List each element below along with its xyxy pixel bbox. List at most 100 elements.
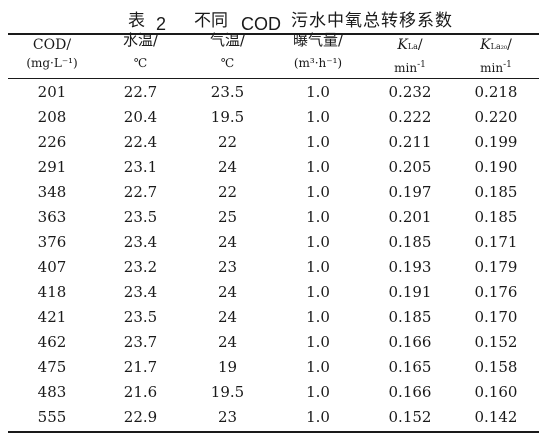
cell-kla20: 0.190: [474, 158, 518, 176]
cell-aeration: 1.0: [306, 233, 330, 251]
cell-aeration: 1.0: [306, 408, 330, 426]
cell-kla: 0.201: [388, 208, 432, 226]
cell-cod: 291: [37, 158, 67, 176]
cell-cod: 555: [37, 408, 67, 426]
cell-aeration: 1.0: [306, 108, 330, 126]
cell-water-temp: 23.2: [123, 258, 158, 276]
table-row: 291 23.1 24 1.0 0.205 0.190: [0, 158, 547, 183]
header-rule: [8, 78, 539, 79]
table-row: 483 21.6 19.5 1.0 0.166 0.160: [0, 383, 547, 408]
table-caption: 表 2 不同 COD 污水中氧总转移系数: [0, 2, 547, 34]
cell-kla20: 0.185: [474, 208, 518, 226]
cell-kla: 0.166: [388, 383, 432, 401]
cell-air-temp: 23: [217, 258, 238, 276]
header-kla20-unit-main: min: [480, 61, 504, 75]
cell-kla: 0.193: [388, 258, 432, 276]
top-rule: [8, 33, 539, 35]
cell-aeration: 1.0: [306, 308, 330, 326]
cell-kla20: 0.152: [474, 333, 518, 351]
cell-kla20: 0.158: [474, 358, 518, 376]
cell-water-temp: 22.7: [123, 183, 158, 201]
cell-air-temp: 24: [217, 283, 238, 301]
header-kla20-line1: KLa₂₀/: [456, 36, 536, 56]
cell-water-temp: 22.9: [123, 408, 158, 426]
cell-cod: 418: [37, 283, 67, 301]
cell-kla: 0.185: [388, 233, 432, 251]
table-row: 555 22.9 23 1.0 0.152 0.142: [0, 408, 547, 433]
cell-aeration: 1.0: [306, 183, 330, 201]
cell-kla: 0.191: [388, 283, 432, 301]
cell-air-temp: 19.5: [210, 383, 245, 401]
cell-cod: 376: [37, 233, 67, 251]
caption-cod: COD: [241, 14, 281, 34]
header-kla: KLa/ min-1: [370, 36, 450, 77]
cell-air-temp: 22: [217, 133, 238, 151]
table-row: 226 22.4 22 1.0 0.211 0.199: [0, 133, 547, 158]
header-kla20-unit: min-1: [456, 56, 536, 77]
cell-water-temp: 21.7: [123, 358, 158, 376]
cell-aeration: 1.0: [306, 158, 330, 176]
header-air-temp: 气温/ ℃: [190, 31, 265, 72]
bottom-rule: [8, 431, 539, 433]
header-kla-unit-exp: -1: [417, 60, 426, 70]
cell-kla20: 0.160: [474, 383, 518, 401]
cell-kla: 0.222: [388, 108, 432, 126]
header-air-temp-unit: ℃: [220, 56, 235, 70]
table-row: 462 23.7 24 1.0 0.166 0.152: [0, 333, 547, 358]
cell-cod: 462: [37, 333, 67, 351]
cell-water-temp: 23.4: [123, 233, 158, 251]
cell-cod: 421: [37, 308, 67, 326]
cell-water-temp: 22.7: [123, 83, 158, 101]
table-row: 418 23.4 24 1.0 0.191 0.176: [0, 283, 547, 308]
table-row: 421 23.5 24 1.0 0.185 0.170: [0, 308, 547, 333]
cell-aeration: 1.0: [306, 83, 330, 101]
cell-cod: 407: [37, 258, 67, 276]
cell-cod: 475: [37, 358, 67, 376]
cell-cod: 208: [37, 108, 67, 126]
cell-aeration: 1.0: [306, 283, 330, 301]
cell-kla: 0.165: [388, 358, 432, 376]
cell-kla: 0.152: [388, 408, 432, 426]
cell-air-temp: 24: [217, 333, 238, 351]
header-aeration-line1: 曝气量/: [292, 31, 344, 49]
cell-kla20: 0.220: [474, 108, 518, 126]
header-kla-symbol: K: [397, 37, 408, 53]
header-water-temp-unit: ℃: [133, 56, 148, 70]
cell-kla20: 0.170: [474, 308, 518, 326]
cell-kla: 0.232: [388, 83, 432, 101]
table-row: 407 23.2 23 1.0 0.193 0.179: [0, 258, 547, 283]
cell-water-temp: 20.4: [123, 108, 158, 126]
cell-aeration: 1.0: [306, 258, 330, 276]
cell-kla: 0.166: [388, 333, 432, 351]
cell-cod: 348: [37, 183, 67, 201]
header-cod-line1: COD/: [32, 37, 72, 53]
cell-aeration: 1.0: [306, 383, 330, 401]
header-air-temp-line1: 气温/: [209, 31, 246, 49]
cell-air-temp: 24: [217, 158, 238, 176]
header-kla20-slash: /: [507, 37, 512, 53]
cell-water-temp: 23.7: [123, 333, 158, 351]
table-row: 475 21.7 19 1.0 0.165 0.158: [0, 358, 547, 383]
cell-air-temp: 19.5: [210, 108, 245, 126]
header-kla20-symbol: K: [480, 37, 491, 53]
cell-kla20: 0.218: [474, 83, 518, 101]
caption-number: 2: [156, 14, 167, 34]
header-kla20-subscript: La₂₀: [490, 42, 508, 51]
cell-cod: 226: [37, 133, 67, 151]
header-aeration: 曝气量/ (m³·h⁻¹): [278, 31, 358, 72]
cell-water-temp: 21.6: [123, 383, 158, 401]
cell-kla20: 0.171: [474, 233, 518, 251]
header-kla-unit-main: min: [394, 61, 418, 75]
cell-air-temp: 25: [217, 208, 238, 226]
table-row: 363 23.5 25 1.0 0.201 0.185: [0, 208, 547, 233]
cell-water-temp: 23.5: [123, 308, 158, 326]
cell-water-temp: 23.1: [123, 158, 158, 176]
cell-air-temp: 22: [217, 183, 238, 201]
header-water-temp: 水温/ ℃: [103, 31, 178, 72]
cell-air-temp: 23: [217, 408, 238, 426]
cell-water-temp: 23.5: [123, 208, 158, 226]
caption-middle: 不同: [194, 11, 228, 31]
table-row: 376 23.4 24 1.0 0.185 0.171: [0, 233, 547, 258]
header-kla-unit: min-1: [370, 56, 450, 77]
